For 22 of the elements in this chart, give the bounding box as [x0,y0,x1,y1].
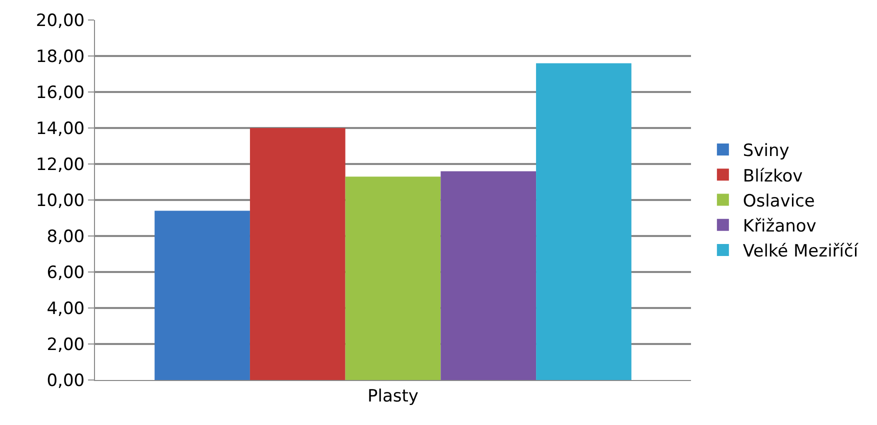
x-tick-label: Plasty [368,386,418,406]
bar [345,176,441,380]
y-tick-label: 4,00 [46,298,85,319]
legend-label: Oslavice [742,191,815,212]
y-tick-label: 6,00 [46,262,85,283]
legend-label: Křižanov [742,216,816,236]
bar [250,128,346,380]
y-tick-label: 12,00 [36,154,85,175]
y-tick-label: 14,00 [36,118,85,139]
bar [536,63,632,380]
y-tick-label: 18,00 [36,46,85,67]
y-tick-label: 0,00 [46,370,85,391]
y-tick-label: 20,00 [36,10,85,31]
legend-label: Velké Meziříčí [742,242,860,262]
legend-label: Blízkov [742,166,803,186]
bar [154,210,250,380]
y-tick-label: 10,00 [36,190,85,211]
legend-label: Sviny [742,141,790,162]
bar [440,171,536,380]
y-tick-label: 2,00 [46,334,85,355]
y-tick-label: 16,00 [36,82,85,103]
y-tick-label: 8,00 [46,226,85,247]
